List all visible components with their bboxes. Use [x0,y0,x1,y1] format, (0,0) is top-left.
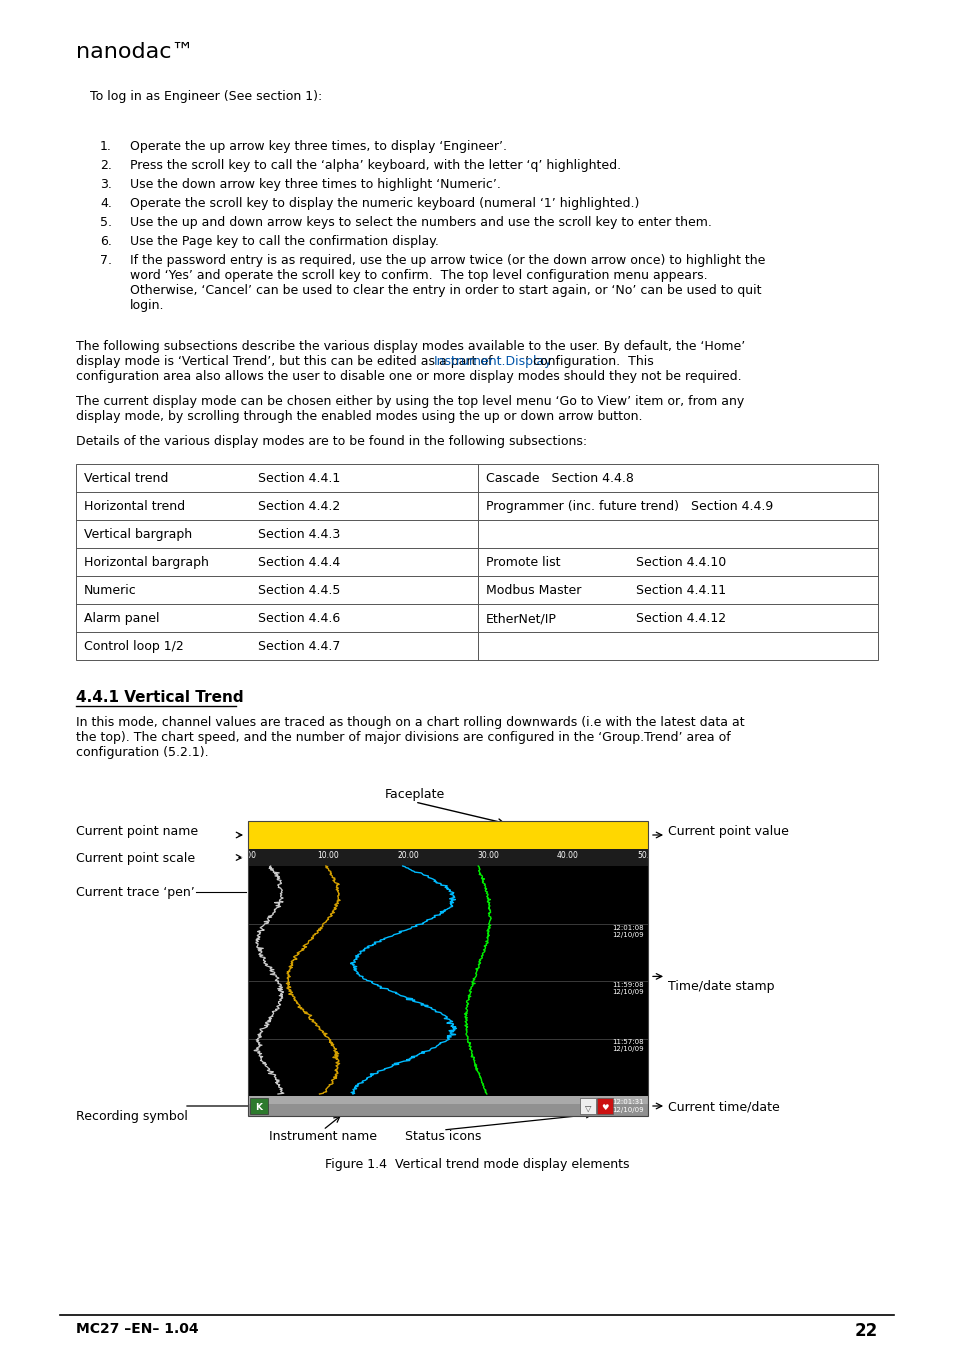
Text: Section 4.4.7: Section 4.4.7 [257,640,340,653]
Text: Use the down arrow key three times to highlight ‘Numeric’.: Use the down arrow key three times to hi… [130,178,500,190]
Text: Section 4.4.4: Section 4.4.4 [257,556,340,570]
Bar [248,821,647,1116]
Text: Current trace ‘pen’: Current trace ‘pen’ [76,886,194,899]
Text: 12:01:08: 12:01:08 [612,925,643,930]
Text: In this mode, channel values are traced as though on a chart rolling downwards (: In this mode, channel values are traced … [76,716,744,729]
Text: Status icons: Status icons [404,1130,480,1143]
Text: 40.00: 40.00 [557,850,578,860]
Text: nanodac™: nanodac™ [76,42,193,62]
Text: Section 4.4.6: Section 4.4.6 [257,613,340,625]
Text: Section 4.4.5: Section 4.4.5 [257,585,340,598]
Text: The current display mode can be chosen either by using the top level menu ‘Go to: The current display mode can be chosen e… [76,396,743,408]
Text: K: K [255,1103,262,1112]
Bar [248,849,647,865]
Text: Instrument name: Instrument name [269,1130,376,1143]
Text: To log in as Engineer (See section 1):: To log in as Engineer (See section 1): [90,90,322,103]
Text: Operate the scroll key to display the numeric keyboard (numeral ‘1’ highlighted.: Operate the scroll key to display the nu… [130,197,639,211]
Text: Time/date stamp: Time/date stamp [667,980,774,994]
Text: Recording symbol: Recording symbol [76,1110,188,1123]
Bar [248,821,647,849]
Text: Modbus Master: Modbus Master [485,585,580,598]
Text: Details of the various display modes are to be found in the following subsection: Details of the various display modes are… [76,435,586,448]
Text: Current point value: Current point value [667,825,788,838]
Text: 12/10/09: 12/10/09 [612,990,643,995]
Text: Vertical trend: Vertical trend [84,472,168,486]
Text: Programmer (inc. future trend)   Section 4.4.9: Programmer (inc. future trend) Section 4… [485,501,773,513]
Text: login.: login. [130,298,164,312]
Text: 12/10/09: 12/10/09 [612,931,643,937]
Bar [250,1098,268,1114]
Text: Current point scale: Current point scale [76,852,195,865]
Text: Horizontal trend: Horizontal trend [84,501,185,513]
Text: Operate the up arrow key three times, to display ‘Engineer’.: Operate the up arrow key three times, to… [130,140,506,153]
Text: Instrument.Display: Instrument.Display [434,355,552,369]
Text: 12/10/09: 12/10/09 [612,1107,643,1112]
Text: 6.: 6. [100,235,112,248]
Text: Section 4.4.11: Section 4.4.11 [636,585,725,598]
Bar [248,865,647,1096]
Text: Section 4.4.10: Section 4.4.10 [636,556,725,570]
Text: Otherwise, ‘Cancel’ can be used to clear the entry in order to start again, or ‘: Otherwise, ‘Cancel’ can be used to clear… [130,284,760,297]
Text: configuration area also allows the user to disable one or more display modes sho: configuration area also allows the user … [76,370,740,383]
Bar [597,1098,613,1114]
Text: 11:57:08: 11:57:08 [612,1040,643,1045]
Bar [248,1096,647,1116]
Text: Cascade   Section 4.4.8: Cascade Section 4.4.8 [485,472,633,486]
Text: Section 4.4.1: Section 4.4.1 [257,472,340,486]
Text: word ‘Yes’ and operate the scroll key to confirm.  The top level configuration m: word ‘Yes’ and operate the scroll key to… [130,269,707,282]
Text: Alarm panel: Alarm panel [84,613,159,625]
Text: 4.: 4. [100,197,112,211]
Text: Press the scroll key to call the ‘alpha’ keyboard, with the letter ‘q’ highlight: Press the scroll key to call the ‘alpha’… [130,159,620,171]
Text: Section 4.4.12: Section 4.4.12 [636,613,725,625]
Text: 1.: 1. [100,140,112,153]
Text: ♥: ♥ [600,1103,608,1112]
Text: Use the Page key to call the confirmation display.: Use the Page key to call the confirmatio… [130,235,438,248]
Text: Section 4.4.3: Section 4.4.3 [257,528,340,541]
Text: The following subsections describe the various display modes available to the us: The following subsections describe the v… [76,340,744,352]
Bar [579,1098,596,1114]
Text: 5.: 5. [100,216,112,230]
Text: 3.: 3. [100,178,112,190]
Text: Current time/date: Current time/date [667,1100,779,1112]
Text: Faceplate: Faceplate [385,788,445,801]
Text: Promote list: Promote list [485,556,560,570]
Text: 30.00: 30.00 [476,850,498,860]
Text: display mode, by scrolling through the enabled modes using the up or down arrow : display mode, by scrolling through the e… [76,410,641,423]
Text: MC27 –EN– 1.04: MC27 –EN– 1.04 [76,1322,198,1336]
Text: 20.00: 20.00 [396,850,418,860]
Text: Current point name: Current point name [76,825,198,838]
Text: 12:01:31: 12:01:31 [612,1099,643,1106]
Text: If the password entry is as required, use the up arrow twice (or the down arrow : If the password entry is as required, us… [130,254,764,267]
Text: Numeric: Numeric [84,585,136,598]
Text: display mode is ‘Vertical Trend’, but this can be edited as a part of ‘: display mode is ‘Vertical Trend’, but th… [76,355,500,369]
Text: Figure 1.4  Vertical trend mode display elements: Figure 1.4 Vertical trend mode display e… [324,1158,629,1170]
Text: EtherNet/IP: EtherNet/IP [485,613,557,625]
Text: Horizontal bargraph: Horizontal bargraph [84,556,209,570]
Bar [76,464,877,660]
Text: Use the up and down arrow keys to select the numbers and use the scroll key to e: Use the up and down arrow keys to select… [130,216,711,230]
Text: 12/10/09: 12/10/09 [612,1046,643,1053]
Text: 7.: 7. [100,254,112,267]
Text: the top). The chart speed, and the number of major divisions are configured in t: the top). The chart speed, and the numbe… [76,730,730,744]
Text: 2.: 2. [100,159,112,171]
Text: 4.4.1 Vertical Trend: 4.4.1 Vertical Trend [76,690,243,705]
Text: ’ configuration.  This: ’ configuration. This [524,355,653,369]
Text: 11:59:08: 11:59:08 [612,981,643,988]
Text: configuration (5.2.1).: configuration (5.2.1). [76,747,209,759]
Text: Control loop 1/2: Control loop 1/2 [84,640,184,653]
Text: 50.00: 50.00 [637,850,659,860]
Text: 10.00: 10.00 [316,850,338,860]
Text: Section 4.4.2: Section 4.4.2 [257,501,340,513]
Text: 22: 22 [854,1322,877,1341]
Text: Vertical bargraph: Vertical bargraph [84,528,192,541]
Bar [248,1096,647,1104]
Text: ▽: ▽ [584,1103,591,1112]
Text: 0.00: 0.00 [239,850,256,860]
